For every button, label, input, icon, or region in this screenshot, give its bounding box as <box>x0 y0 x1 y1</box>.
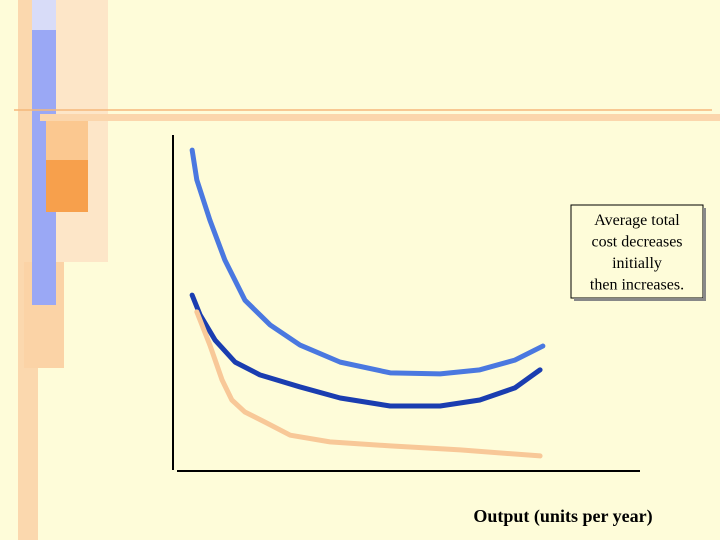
cost-curve <box>189 292 543 409</box>
rule-shadow <box>40 114 720 121</box>
decor-strip <box>46 120 88 160</box>
annotation-shadow <box>703 208 706 298</box>
cost-curve <box>189 147 546 377</box>
annotation-line: initially <box>612 255 662 272</box>
annotation-shadow <box>574 298 706 301</box>
annotation-line: Average total <box>594 212 680 229</box>
annotation-box <box>570 204 704 299</box>
cost-curve <box>194 309 543 459</box>
annotation-line: then increases. <box>590 277 684 294</box>
annotation-line: cost decreases <box>591 234 682 251</box>
x-axis-title: Output (units per year) <box>473 506 652 527</box>
decor-strip <box>32 0 56 30</box>
